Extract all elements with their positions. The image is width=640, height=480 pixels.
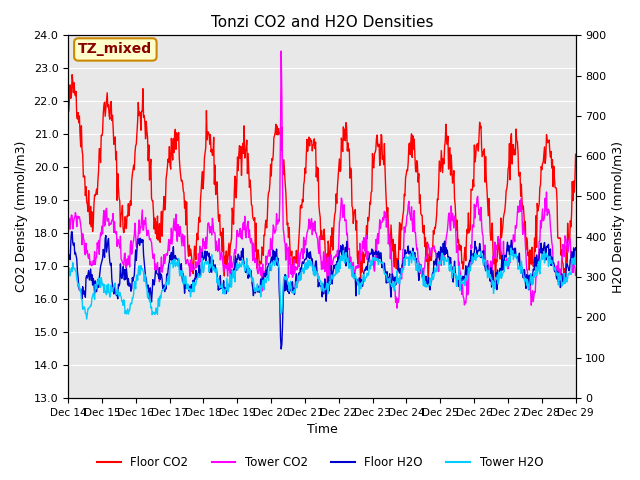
Floor H2O bbox=[125, 276, 132, 281]
Floor H2O bbox=[243, 263, 251, 268]
Tower CO2 bbox=[64, 234, 72, 240]
Floor CO2 bbox=[262, 217, 270, 223]
Y-axis label: CO2 Density (mmol/m3): CO2 Density (mmol/m3) bbox=[15, 141, 28, 292]
Floor CO2 bbox=[218, 237, 225, 242]
Tower CO2 bbox=[393, 305, 401, 311]
Tower CO2 bbox=[243, 235, 250, 240]
Floor H2O bbox=[262, 267, 270, 273]
Floor H2O bbox=[404, 247, 412, 253]
Floor H2O bbox=[277, 346, 285, 352]
Floor H2O bbox=[218, 285, 225, 290]
Tower H2O bbox=[64, 272, 72, 278]
Tower CO2 bbox=[404, 211, 412, 217]
Tower H2O bbox=[572, 249, 579, 254]
Tower H2O bbox=[125, 311, 132, 317]
Tower H2O bbox=[243, 255, 251, 261]
Floor H2O bbox=[64, 253, 72, 259]
Tower CO2 bbox=[374, 241, 382, 247]
Tower CO2 bbox=[217, 252, 225, 258]
Title: Tonzi CO2 and H2O Densities: Tonzi CO2 and H2O Densities bbox=[211, 15, 433, 30]
Tower H2O bbox=[507, 245, 515, 251]
Floor CO2 bbox=[374, 144, 382, 149]
Tower H2O bbox=[83, 316, 90, 322]
Tower H2O bbox=[374, 262, 382, 267]
Floor CO2 bbox=[243, 137, 251, 143]
Line: Floor CO2: Floor CO2 bbox=[68, 75, 575, 285]
Tower H2O bbox=[262, 280, 270, 286]
Line: Tower H2O: Tower H2O bbox=[68, 248, 575, 319]
Tower CO2 bbox=[262, 272, 269, 277]
Floor CO2 bbox=[403, 167, 411, 173]
Text: TZ_mixed: TZ_mixed bbox=[78, 42, 152, 57]
Line: Tower CO2: Tower CO2 bbox=[68, 51, 575, 308]
Floor CO2 bbox=[68, 72, 76, 78]
Floor CO2 bbox=[125, 201, 132, 206]
Floor H2O bbox=[572, 245, 579, 251]
Tower H2O bbox=[403, 255, 411, 261]
Floor CO2 bbox=[64, 108, 72, 114]
Tower H2O bbox=[218, 280, 225, 286]
Y-axis label: H2O Density (mmol/m3): H2O Density (mmol/m3) bbox=[612, 141, 625, 293]
X-axis label: Time: Time bbox=[307, 423, 337, 436]
Line: Floor H2O: Floor H2O bbox=[68, 232, 575, 349]
Floor CO2 bbox=[492, 282, 499, 288]
Legend: Floor CO2, Tower CO2, Floor H2O, Tower H2O: Floor CO2, Tower CO2, Floor H2O, Tower H… bbox=[92, 452, 548, 474]
Floor H2O bbox=[375, 251, 383, 256]
Tower CO2 bbox=[124, 262, 132, 268]
Tower CO2 bbox=[277, 48, 285, 54]
Tower CO2 bbox=[572, 273, 579, 278]
Floor CO2 bbox=[572, 151, 579, 157]
Floor H2O bbox=[68, 229, 76, 235]
